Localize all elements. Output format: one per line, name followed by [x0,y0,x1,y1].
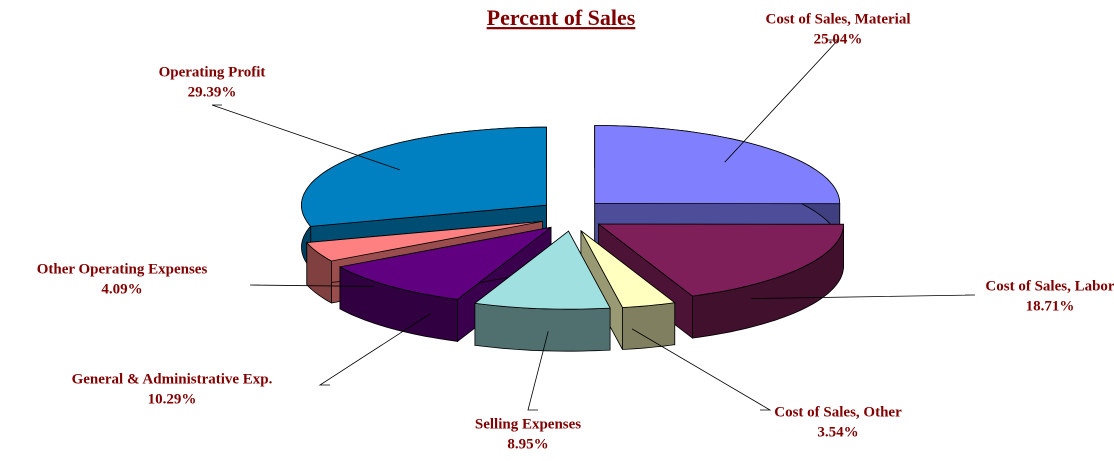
slice-face [473,230,611,310]
pie-slice [473,230,611,352]
slice-face [305,221,543,262]
leader-line [318,313,431,386]
slice-label: Selling Expenses [475,416,581,432]
slice-label: Cost of Sales, Other [774,404,902,420]
leader-line [724,39,839,163]
slice-face [338,226,552,300]
leader-line [211,104,401,171]
slice-value-label: 18.71% [1026,298,1075,314]
slice-value-label: 3.54% [817,424,858,440]
leader-line [249,284,374,287]
leader-line [751,294,976,300]
slice-label: Cost of Sales, Material [766,11,911,27]
slice-face [474,302,611,352]
slice-face [301,126,547,227]
chart-title: Percent of Sales [487,5,636,30]
slice-label: Operating Profit [159,64,266,80]
slice-face [594,125,841,205]
slice-face [580,230,676,308]
slice-value-label: 10.29% [148,391,197,407]
slice-label: General & Administrative Exp. [72,371,273,387]
pie-slice [580,229,676,350]
slice-value-label: 4.09% [101,281,142,297]
slice-label: Cost of Sales, Labor [985,278,1114,294]
slice-value-label: 25.04% [814,31,863,47]
leader-line [631,328,772,411]
slice-face [597,223,845,297]
slice-value-label: 8.95% [507,436,548,452]
slice-label: Other Operating Expenses [37,261,208,277]
slice-face [622,302,676,350]
slice-value-label: 29.39% [188,84,237,100]
leader-line [527,331,549,411]
